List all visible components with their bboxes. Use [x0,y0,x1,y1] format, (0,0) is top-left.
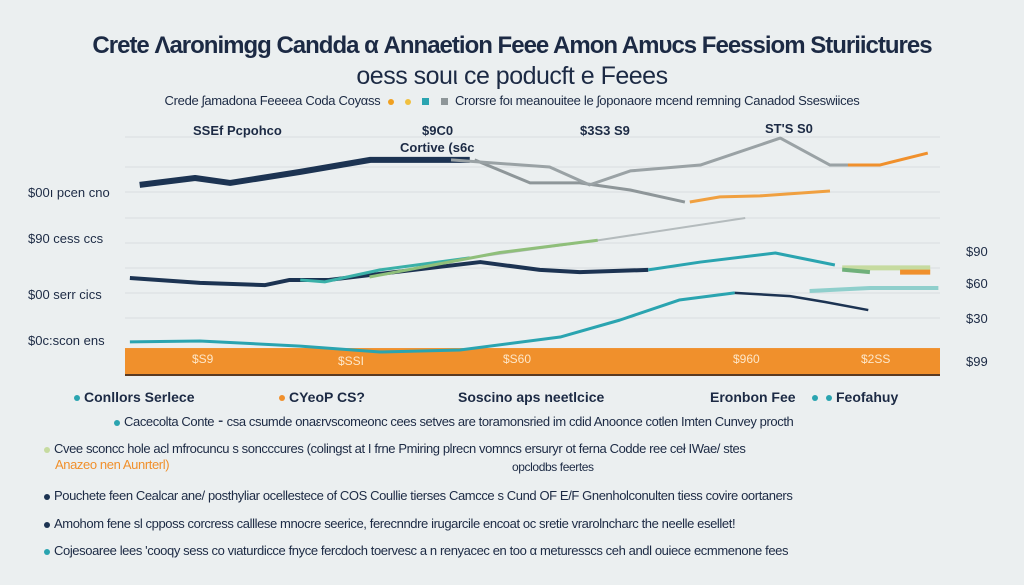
series-teal-low-mid [300,256,470,284]
note-line: Cojesoaree lees 'cooqy sess co vιaturdic… [40,543,788,558]
note-text: Pouchete feen Cealcar ane/ posthyliar oc… [54,488,793,503]
teal-dot-icon [812,395,818,402]
series-paleteal-right [809,286,939,293]
teal-dot-icon [826,395,832,402]
note-orange: Anazeo nen Aunrterl) [55,457,170,472]
legend-label: CYeoP CS? [289,389,365,405]
legend-item: Eronbon Fee [710,389,796,405]
legend-item: Feofahuy [808,389,898,405]
series-orange-mid [689,189,831,204]
series-teal-mid [648,251,836,272]
y-label-left: $90 cess ccs [28,231,104,246]
bullet-icon [44,446,50,453]
bullet-icon [44,521,50,528]
gray-square-icon [440,98,448,106]
series-green-fill [369,238,598,279]
note-line: Pouchete feen Cealcar ane/ posthyliar oc… [40,488,793,503]
bullet-icon [114,419,120,426]
chart-title: Crete Λaronimgg Candda α Annaetion Feee … [92,32,932,59]
orange-dot-icon [279,395,285,402]
top-label: $3S3 S9 [580,123,630,138]
note-small: opclodbs feertes [512,460,594,474]
y-label-left: $00ı pcen cno [28,185,110,200]
note-line: Amohom fene sl cpposs corcress calllese … [40,516,736,531]
legend-item: CYeoP CS? [275,389,365,405]
teal-square-icon [422,98,430,106]
series-teal-low [129,291,735,354]
legend-label: Conllors Serlece [84,389,195,405]
y-label-left: $00 serr cics [28,287,102,302]
legend-line-left: Crede ʃamadona Feeeea Coda Coyαss [164,93,381,108]
series-green-right [842,267,871,275]
top-label: ST'S S0 [765,121,813,136]
series-navy-low [734,291,869,312]
band-label: $2SS [861,352,891,366]
orange-base-band [125,348,940,375]
top-label: SSEf Pcpohco [193,123,282,138]
orange-dot-icon [387,98,394,105]
y-label-right: $30 [966,311,988,326]
y-label-right: $99 [966,354,988,369]
band-label: $960 [733,352,760,366]
top-label: $9C0 [422,123,454,138]
series-gray-b [450,136,870,187]
y-label-right: $60 [966,276,988,291]
legend-item: Conllors Serlece [70,389,195,405]
series-gray-a [474,158,686,204]
note-line: Cvee sconcc hole acl mfrocuncu s soncccu… [40,441,746,456]
yellow-dot-icon [405,98,412,105]
series-orange-top [847,151,929,167]
note-text: Cacecolta Conte ⁃ csa csumde onaεrvscome… [124,414,794,429]
note-text: Amohom fene sl cpposs corcress calllese … [54,516,736,531]
note-text: Cojesoaree lees 'cooqy sess co vιaturdic… [54,543,789,558]
note-text: Cvee sconcc hole acl mfrocuncu s soncccu… [54,441,746,456]
note-line: Cacecolta Conte ⁃ csa csumde onaεrvscome… [110,414,794,430]
legend-item: Soscino aps neetlcice [458,389,605,405]
band-label: $SSI [338,354,365,368]
legend-line-right: Crorsre foι meanouitee le ʃoponaore mcen… [454,93,860,108]
chart-subtitle: oess souι ce poducft e Feees [356,62,668,90]
y-label-left: $0c:scon ens [28,333,105,348]
bullet-icon [44,493,50,500]
teal-dot-icon [74,395,80,402]
legend-label: Feofahuy [836,389,899,405]
band-label: $S9 [192,352,214,366]
legend-line: Crede ʃamadona Feeeea Coda Coyαss Crorsr… [0,93,1024,108]
series-navy-top [139,156,470,188]
top-label: Cortive (s6c [400,140,475,155]
y-label-right: $90 [966,244,988,259]
bullet-icon [44,548,50,555]
band-label: $S60 [503,352,532,366]
